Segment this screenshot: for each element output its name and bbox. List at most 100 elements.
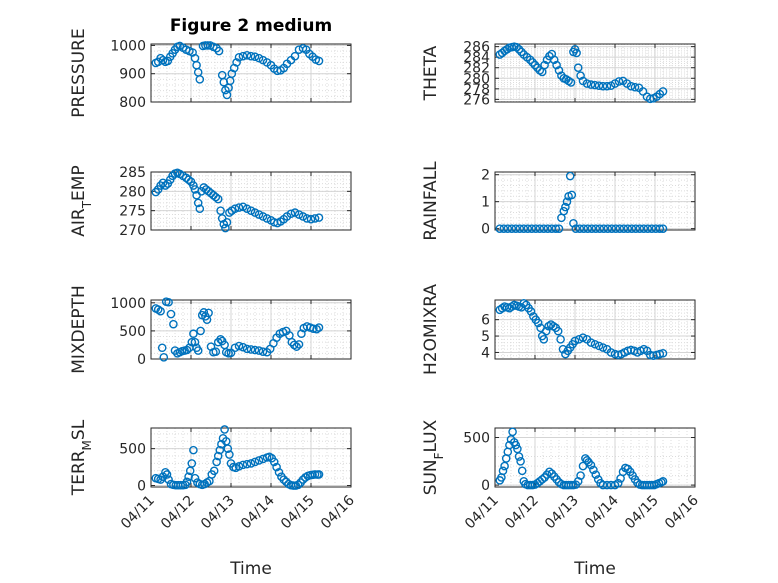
theta-data-point [554, 66, 564, 75]
theta-data-point [576, 71, 585, 80]
rainfall-data-point [603, 224, 613, 233]
theta-data-point [573, 63, 583, 73]
sun_flux-y-tick-label: 500 [463, 431, 490, 447]
pressure-data-point [254, 53, 264, 63]
h2omixra-y-tick-label: 5 [481, 329, 490, 345]
sun_flux-data-point [658, 476, 668, 486]
theta-y-tick-label: 286 [463, 40, 490, 56]
pressure-data-point [290, 51, 300, 61]
rainfall-data-point [495, 224, 505, 233]
theta-data-point [586, 80, 596, 89]
rainfall-data-point [507, 224, 517, 233]
terr_msl-data-point [293, 480, 303, 490]
theta-data-point [658, 87, 668, 96]
theta-axes-box [494, 43, 696, 103]
rainfall-data-point [571, 224, 581, 233]
rainfall-data-point [579, 224, 589, 233]
theta-data-point [602, 81, 612, 91]
rainfall-data-point [561, 202, 570, 212]
air_temp-data-point [302, 214, 312, 223]
rainfall-data-point [531, 224, 541, 233]
air_temp-data-point [234, 203, 244, 212]
h2omixra-data-point [590, 339, 600, 349]
terr_msl-data-point [250, 457, 260, 467]
terr_msl-y-tick-label: 500 [119, 442, 146, 458]
mixdepth-y-tick-label: 1000 [110, 296, 146, 312]
theta-data-point [549, 55, 559, 65]
terr_msl-data-point [225, 450, 234, 459]
sun_flux-data-point [633, 478, 642, 488]
sun_flux-data-point [513, 444, 522, 454]
air_temp-data-point [211, 192, 221, 202]
mixdepth-data-point [182, 345, 192, 355]
theta-data-point [626, 81, 636, 91]
h2omixra-data-point [541, 326, 551, 336]
theta-data-point [582, 79, 592, 88]
theta-data-point [614, 77, 624, 86]
terr_msl-y-axis-label: TERRMSL [69, 419, 94, 496]
h2omixra-data-point [574, 335, 584, 344]
mixdepth-data-point [190, 337, 200, 347]
mixdepth-y-tick-label: 0 [137, 352, 146, 368]
panel-rainfall: 0 1 2 RAINFALL [421, 161, 696, 241]
rainfall-data-point [543, 224, 553, 233]
h2omixra-data-point [578, 333, 588, 342]
pressure-axes-box [150, 43, 352, 103]
sun_flux-data-point [517, 466, 527, 476]
pressure-data-point [314, 56, 324, 66]
terr_msl-data-point [242, 459, 252, 469]
rainfall-data-point [623, 224, 633, 233]
rainfall-data-point [569, 218, 578, 228]
air_temp-data-point [294, 210, 304, 219]
rainfall-data-point [554, 224, 564, 233]
pressure-data-point [238, 51, 248, 61]
terr_msl-data-point [269, 457, 279, 467]
theta-data-point [525, 55, 535, 65]
rainfall-data-point [523, 224, 533, 233]
air_temp-y-axis-label: AIRTEMP [69, 165, 94, 236]
air_temp-data-point [298, 212, 308, 221]
air_temp-y-tick-label: 285 [119, 165, 146, 181]
terr_msl-data-point [212, 457, 221, 467]
air_temp-data-point [222, 217, 232, 227]
rainfall-data-point [635, 224, 645, 233]
rainfall-data-point [607, 224, 617, 233]
rainfall-data-point [583, 224, 593, 233]
rainfall-data-point [519, 224, 529, 233]
terr_msl-data-point [272, 462, 281, 472]
mixdepth-y-tick-label: 500 [119, 324, 146, 340]
pressure-plot-area [151, 44, 351, 102]
mixdepth-data-point [204, 308, 213, 318]
sun_flux-data-point [589, 465, 598, 475]
theta-data-point [572, 48, 581, 58]
rainfall-data-point [539, 224, 549, 233]
x-axis-label-left: Time [229, 559, 272, 579]
sun_flux-data-point [613, 478, 623, 488]
rainfall-data-point [639, 224, 649, 233]
rainfall-data-point [499, 224, 509, 233]
air_temp-data-point [193, 198, 203, 208]
air_temp-data-point [250, 208, 260, 217]
rainfall-data-point [643, 224, 653, 233]
sun_flux-y-tick-label: 0 [481, 478, 490, 494]
pressure-data-point [232, 58, 241, 67]
sun_flux-axes-box [494, 427, 696, 488]
air_temp-data-point [184, 175, 193, 185]
theta-data-point [638, 87, 648, 96]
terr_msl-data-point [190, 473, 200, 483]
sun_flux-data-point [508, 427, 517, 437]
mixdepth-data-point [164, 297, 173, 307]
mixdepth-y-axis-label: MIXDEPTH [69, 285, 89, 374]
h2omixra-y-tick-label: 4 [481, 345, 490, 361]
rainfall-data-point [551, 224, 561, 233]
air_temp-data-point [195, 204, 205, 214]
theta-y-tick-label: 284 [463, 50, 490, 66]
air_temp-y-tick-label: 275 [119, 204, 146, 220]
sun_flux-data-point [576, 471, 585, 480]
air_temp-data-point [151, 187, 161, 197]
theta-data-point [530, 60, 540, 70]
panel-h2omixra: 456 H2OMIXRA [421, 284, 696, 375]
air_temp-data-point [290, 208, 300, 217]
